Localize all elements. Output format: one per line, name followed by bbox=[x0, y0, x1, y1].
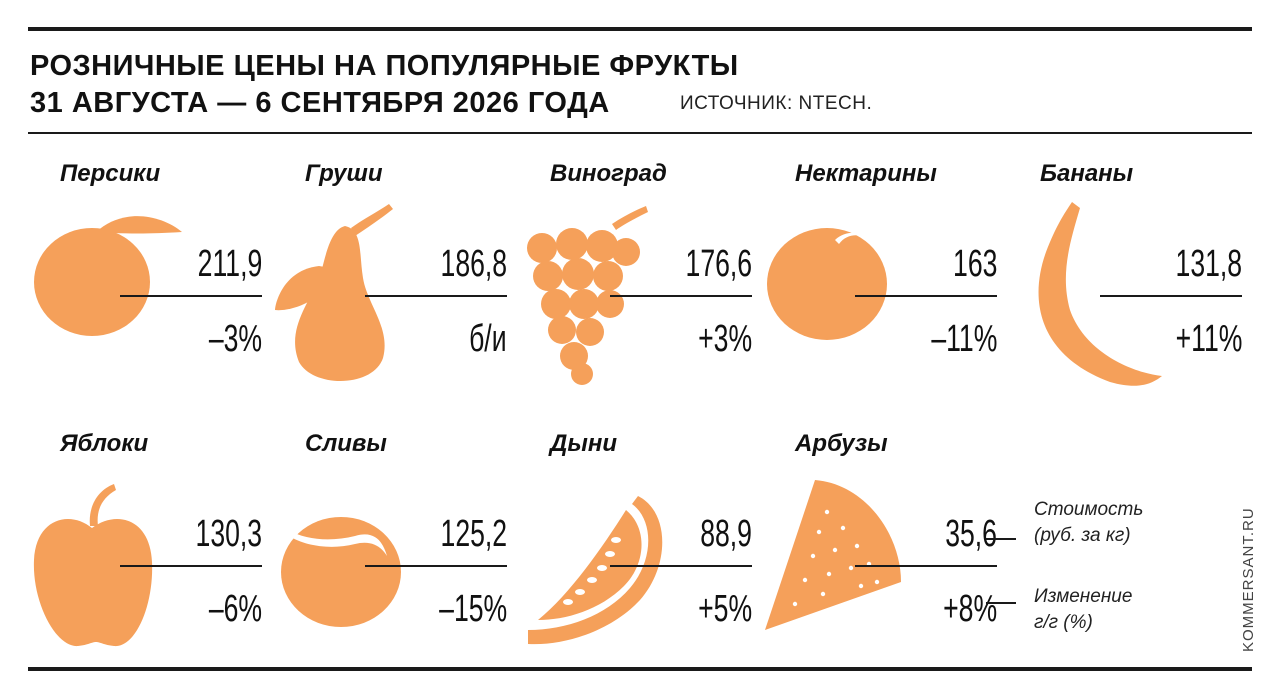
plum-icon bbox=[281, 517, 401, 627]
fruit-name: Арбузы bbox=[795, 430, 888, 457]
change-label: –15% bbox=[438, 588, 507, 630]
fruit-name: Груши bbox=[305, 160, 383, 187]
banana-icon bbox=[1038, 202, 1162, 386]
fruit-cell: Нектарины 163 –11% bbox=[765, 160, 1005, 390]
pear-icon bbox=[275, 204, 393, 382]
top-rule bbox=[28, 27, 1252, 31]
value-divider bbox=[855, 565, 997, 567]
price-label: 35,6 bbox=[945, 513, 997, 555]
value-divider bbox=[120, 565, 262, 567]
source-note: ИСТОЧНИК: NTECH. bbox=[680, 93, 873, 114]
fruit-cell: Груши 186,8 б/и bbox=[275, 160, 515, 390]
legend-price-label: Стоимость (руб. за кг) bbox=[1034, 497, 1143, 549]
fruit-cell: Дыни 88,9 +5% bbox=[520, 430, 760, 660]
value-divider bbox=[120, 295, 262, 297]
change-label: +8% bbox=[943, 588, 997, 630]
value-divider bbox=[1100, 295, 1242, 297]
watermelon-icon bbox=[765, 480, 901, 630]
fruit-cell: Яблоки 130,3 –6% bbox=[30, 430, 270, 660]
melon-icon bbox=[528, 496, 663, 645]
fruit-name: Бананы bbox=[1040, 160, 1134, 187]
price-label: 88,9 bbox=[700, 513, 752, 555]
change-label: б/и bbox=[469, 318, 507, 360]
chart-title: РОЗНИЧНЫЕ ЦЕНЫ НА ПОПУЛЯРНЫЕ ФРУКТЫ bbox=[30, 50, 739, 82]
fruit-cell: Бананы 131,8 +11% bbox=[1010, 160, 1250, 390]
fruit-name: Яблоки bbox=[60, 430, 149, 457]
change-label: –11% bbox=[930, 318, 997, 360]
price-label: 211,9 bbox=[197, 243, 262, 285]
fruit-name: Персики bbox=[60, 160, 161, 187]
value-divider bbox=[610, 565, 752, 567]
fruit-name: Сливы bbox=[305, 430, 387, 457]
value-divider bbox=[855, 295, 997, 297]
credit-text: KOMMERSANT.RU bbox=[1240, 507, 1257, 652]
legend-change-line2: г/г (%) bbox=[1034, 612, 1093, 633]
price-label: 163 bbox=[952, 243, 997, 285]
legend-change-label: Изменение г/г (%) bbox=[1034, 584, 1132, 636]
grapes-icon bbox=[527, 206, 648, 385]
price-label: 131,8 bbox=[1175, 243, 1242, 285]
peach-icon bbox=[34, 216, 182, 336]
nectarine-icon bbox=[767, 228, 887, 340]
legend-price-line2: (руб. за кг) bbox=[1034, 525, 1131, 546]
fruit-name: Нектарины bbox=[795, 160, 937, 187]
change-label: +11% bbox=[1175, 318, 1242, 360]
fruit-name: Дыни bbox=[550, 430, 617, 457]
fruit-cell: Арбузы 35,6 +8% bbox=[765, 430, 1005, 660]
bottom-rule bbox=[28, 667, 1252, 671]
fruit-cell: Сливы 125,2 –15% bbox=[275, 430, 515, 660]
price-label: 186,8 bbox=[440, 243, 507, 285]
header-rule bbox=[28, 132, 1252, 134]
value-divider bbox=[365, 565, 507, 567]
legend-change-line1: Изменение bbox=[1034, 586, 1133, 607]
change-label: –3% bbox=[208, 318, 262, 360]
value-divider bbox=[610, 295, 752, 297]
fruit-cell: Персики 211,9 –3% bbox=[30, 160, 270, 390]
change-label: +3% bbox=[698, 318, 752, 360]
price-label: 130,3 bbox=[195, 513, 262, 555]
legend-change-dash bbox=[986, 602, 1016, 604]
fruit-name: Виноград bbox=[550, 160, 667, 187]
chart-subtitle: 31 АВГУСТА — 6 СЕНТЯБРЯ 2026 ГОДА bbox=[30, 87, 610, 119]
change-label: –6% bbox=[208, 588, 262, 630]
price-label: 125,2 bbox=[440, 513, 507, 555]
change-label: +5% bbox=[698, 588, 752, 630]
legend-price-line1: Стоимость bbox=[1034, 499, 1144, 520]
legend-price-dash bbox=[986, 538, 1016, 540]
value-divider bbox=[365, 295, 507, 297]
apple-icon bbox=[33, 484, 153, 647]
fruit-cell: Виноград 176,6 +3% bbox=[520, 160, 760, 390]
price-label: 176,6 bbox=[685, 243, 752, 285]
